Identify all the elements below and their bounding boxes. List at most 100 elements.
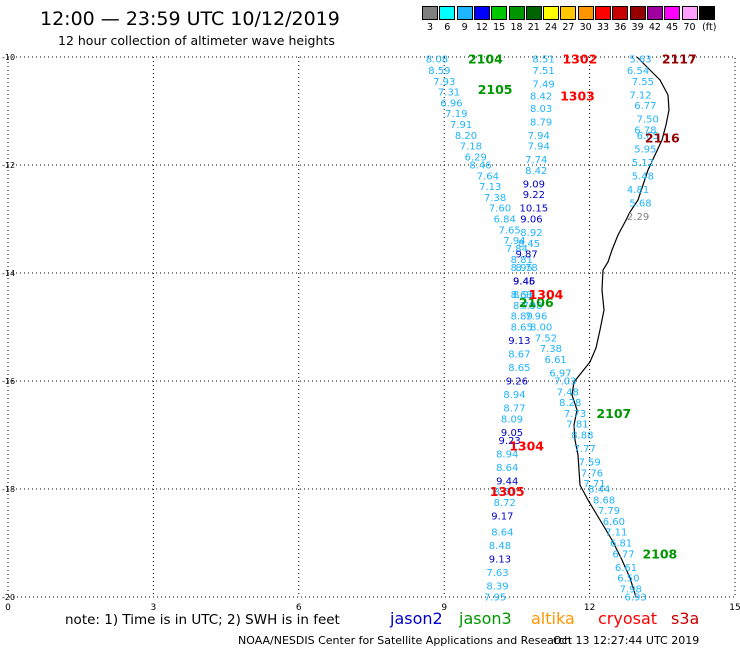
wave-height-value: 2.29 [627, 212, 649, 223]
wave-height-value: 7.52 [535, 333, 557, 344]
x-tick-label: 3 [151, 603, 157, 613]
pass-number-label: 2106 [519, 295, 554, 310]
wave-height-value: 7.60 [489, 204, 511, 215]
y-tick-label: -16 [2, 377, 15, 386]
wave-height-value: 7.63 [486, 568, 508, 579]
wave-height-value: 10.15 [520, 204, 549, 215]
wave-height-value: 8.65 [508, 363, 530, 374]
wave-height-value: 8.08 [426, 55, 448, 66]
wave-height-value: 9.17 [491, 512, 513, 523]
wave-height-value: 7.65 [498, 225, 520, 236]
wave-height-value: 7.91 [450, 120, 472, 131]
wave-height-value: 6.61 [615, 563, 637, 574]
wave-height-value: 8.44 [588, 485, 610, 496]
map-subtitle: 12 hour collection of altimeter wave hei… [58, 33, 335, 48]
wave-height-value: 8.09 [501, 414, 523, 425]
wave-height-value: 9.44 [496, 476, 518, 487]
wave-height-value: 5.95 [634, 144, 656, 155]
wave-height-value: 7.73 [564, 409, 586, 420]
wave-height-value: 7.95 [484, 593, 506, 604]
wave-height-value: 6.77 [634, 101, 656, 112]
legend-swatch [560, 6, 577, 20]
wave-height-value: 8.94 [503, 390, 525, 401]
wave-height-value: 9.22 [523, 190, 545, 201]
wave-height-value: 5.12 [632, 158, 654, 169]
satellite-jason2: jason2 [390, 609, 443, 628]
wave-height-value: 9.06 [520, 215, 542, 226]
legend-label: 9 [461, 22, 468, 33]
legend-label: 18 [510, 22, 523, 33]
legend-swatch [422, 6, 438, 20]
generation-timestamp: Oct 13 12:27:44 UTC 2019 [553, 634, 700, 647]
wave-height-value: 8.20 [455, 131, 477, 142]
legend-swatch [525, 6, 542, 20]
y-tick-label: -12 [2, 161, 15, 170]
wave-height-value: 5.48 [632, 171, 654, 182]
wave-height-value: 7.81 [566, 420, 588, 431]
wave-height-value: 7.93 [433, 77, 455, 88]
wave-height-value: 8.64 [496, 463, 518, 474]
wave-height-value: 6.29 [465, 152, 487, 163]
wave-height-value: 9.87 [515, 250, 537, 261]
legend-unit: (ft) [702, 22, 717, 33]
wave-height-value: 8.70 [513, 301, 535, 312]
wave-height-value: 5.63 [629, 55, 651, 66]
wave-height-value: 6.50 [617, 574, 639, 585]
wave-height-value: 7.94 [503, 236, 525, 247]
wave-height-value: 7.49 [532, 80, 554, 91]
wave-height-value: 8.96 [513, 290, 535, 301]
wave-height-value: 9.46 [513, 277, 535, 288]
wave-height-value: 7.94 [528, 131, 550, 142]
wave-height-value: 6.97 [549, 368, 571, 379]
legend-swatch [612, 6, 629, 20]
legend-swatch [664, 6, 681, 20]
wave-height-value: 8.95 [511, 263, 533, 274]
legend-label: 21 [527, 22, 540, 33]
wave-height-value: 7.18 [460, 142, 482, 153]
legend-swatch [577, 6, 594, 20]
pass-number-label: 1304 [509, 438, 544, 453]
legend-label: 42 [648, 22, 661, 33]
wave-height-value: 8.88 [571, 431, 593, 442]
wave-height-value: 7.11 [605, 528, 627, 539]
pass-number-label: 2104 [468, 52, 503, 67]
wave-height-value: 7.03 [554, 377, 576, 388]
wave-height-value: 9.13 [508, 336, 530, 347]
x-tick-label: 9 [441, 603, 447, 613]
wave-height-value: 8.77 [503, 404, 525, 415]
wave-height-value: 8.46 [469, 161, 491, 172]
wave-height-value: 7.50 [637, 115, 659, 126]
note-text: note: 1) Time is in UTC; 2) SWH is in fe… [65, 612, 340, 628]
pass-number-label: 1305 [490, 484, 525, 499]
legend-label: 27 [562, 22, 575, 33]
pass-number-label: 2108 [642, 546, 677, 561]
wave-height-value: 8.63 [511, 290, 533, 301]
wave-height-value: 6.61 [545, 355, 567, 366]
wave-height-value: 7.84 [506, 244, 528, 255]
legend-swatch [456, 6, 473, 20]
wave-height-value: 7.48 [557, 387, 579, 398]
pass-number-label: 2117 [662, 52, 697, 67]
legend-swatch [681, 6, 698, 20]
wave-height-value: 8.64 [491, 528, 513, 539]
wave-height-value: 9.13 [489, 555, 511, 566]
wave-height-value: 8.92 [520, 228, 542, 239]
wave-height-value: 7.38 [540, 344, 562, 355]
wave-height-value: 7.19 [445, 109, 467, 120]
wave-height-value: 8.45 [518, 239, 540, 250]
wave-height-value: 7.55 [632, 77, 654, 88]
pass-number-label: 2116 [645, 131, 680, 146]
legend-label: 39 [631, 22, 644, 33]
wave-height-value: 8.00 [530, 323, 552, 334]
wave-height-value: 8.65 [511, 323, 533, 334]
wave-height-value: 8.67 [508, 350, 530, 361]
wave-height-value: 6.81 [610, 539, 632, 550]
wave-height-value: 7.64 [477, 171, 499, 182]
wave-height-value: 8.94 [496, 449, 518, 460]
legend-swatch [629, 6, 646, 20]
legend-swatch [491, 6, 508, 20]
map-title: 12:00 — 23:59 UTC 10/12/2019 [40, 8, 340, 30]
y-tick-label: -10 [2, 53, 15, 62]
satellite-cryosat: cryosat [598, 609, 658, 628]
